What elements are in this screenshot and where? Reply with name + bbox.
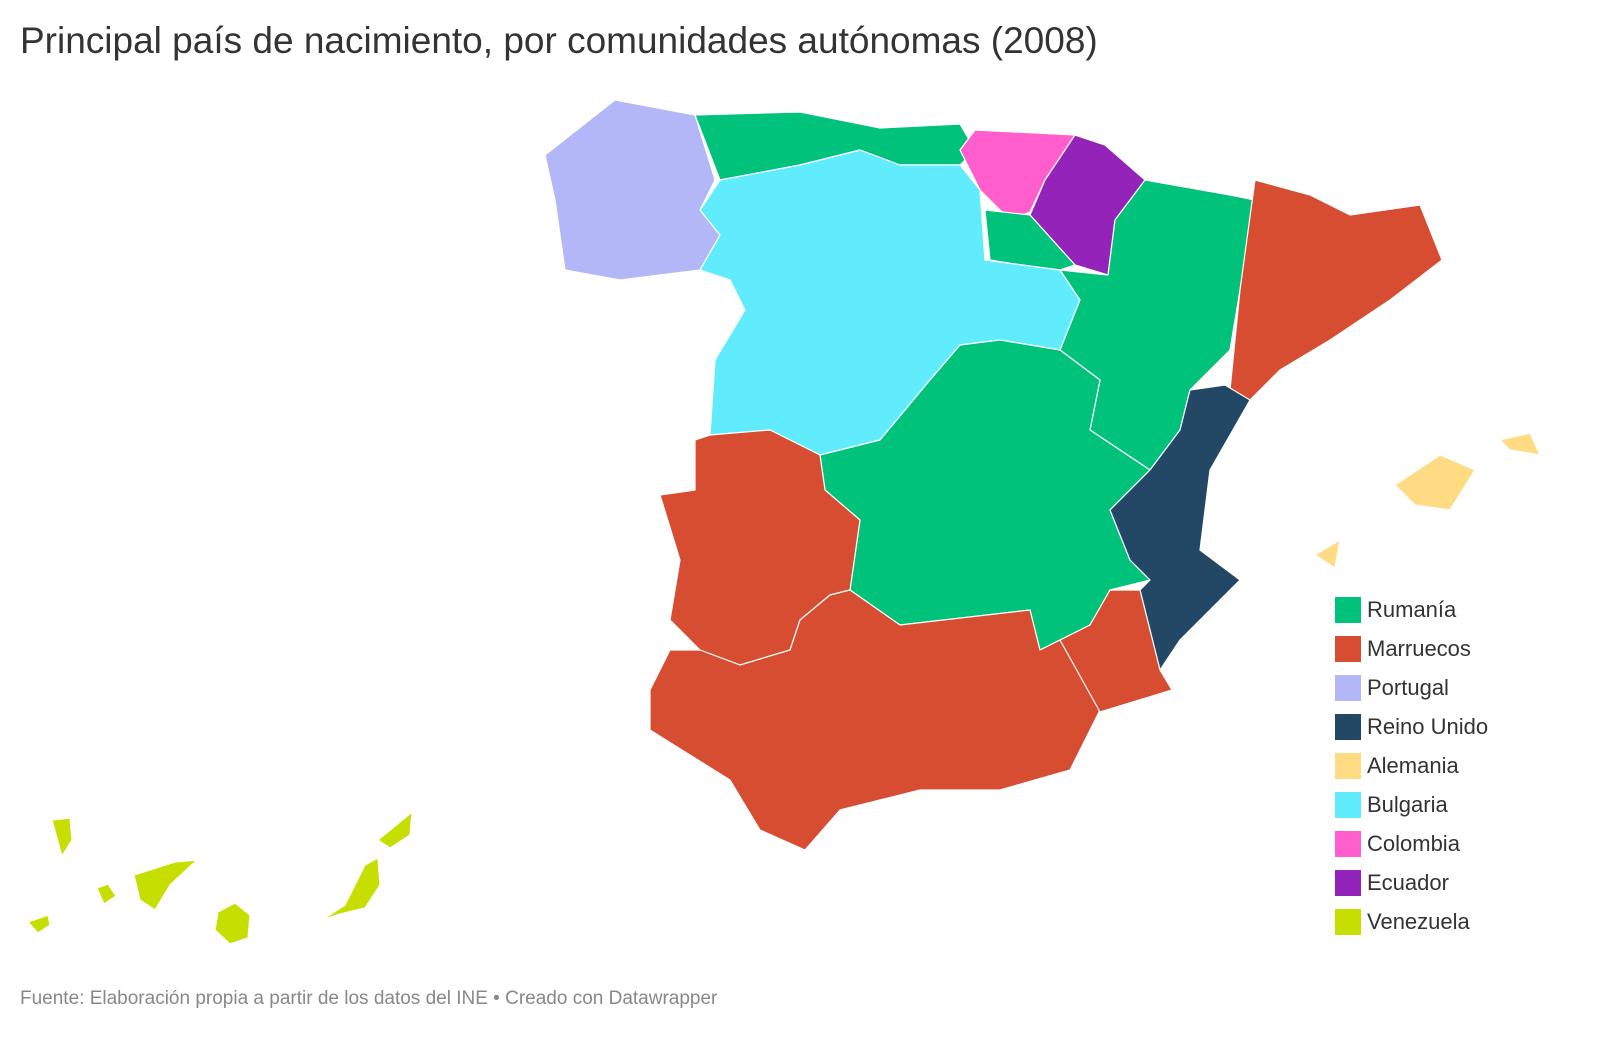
- legend-swatch: [1335, 791, 1361, 818]
- region: [377, 811, 413, 849]
- legend-item: Alemania: [1335, 746, 1488, 785]
- legend-swatch: [1335, 869, 1361, 896]
- legend-label: Colombia: [1367, 830, 1460, 856]
- legend-item: Reino Unido: [1335, 707, 1488, 746]
- legend-swatch: [1335, 674, 1361, 701]
- region: [214, 902, 251, 945]
- region: [96, 883, 117, 905]
- legend-swatch: [1335, 908, 1361, 935]
- legend-item: Portugal: [1335, 668, 1488, 707]
- legend-swatch: [1335, 635, 1361, 662]
- legend-swatch: [1335, 752, 1361, 779]
- legend-item: Ecuador: [1335, 863, 1488, 902]
- source: Fuente: Elaboración propia a partir de l…: [20, 988, 718, 1009]
- region: [1229, 179, 1443, 401]
- legend-label: Portugal: [1367, 674, 1449, 700]
- legend-item: Bulgaria: [1335, 785, 1488, 824]
- region: [1499, 432, 1541, 456]
- legend-item: Rumanía: [1335, 590, 1488, 629]
- region: [1314, 539, 1341, 569]
- legend-label: Bulgaria: [1367, 791, 1448, 817]
- legend: Rumanía Marruecos Portugal Reino Unido Alema…: [1335, 590, 1488, 941]
- legend-label: Rumanía: [1367, 596, 1457, 622]
- region: [544, 99, 721, 281]
- region: [321, 857, 381, 921]
- region: [27, 914, 51, 934]
- legend-item: Marruecos: [1335, 629, 1488, 668]
- region: [649, 589, 1101, 851]
- legend-swatch: [1335, 596, 1361, 623]
- legend-swatch: [1335, 713, 1361, 740]
- legend-item: Venezuela: [1335, 902, 1488, 941]
- legend-label: Marruecos: [1367, 635, 1471, 661]
- legend-label: Alemania: [1367, 752, 1459, 778]
- legend-label: Reino Unido: [1367, 713, 1489, 739]
- legend-item: Colombia: [1335, 824, 1488, 863]
- region: [51, 817, 73, 857]
- region: [133, 859, 198, 911]
- region: [1059, 589, 1173, 713]
- region: [1394, 454, 1476, 511]
- legend-label: Venezuela: [1367, 908, 1470, 934]
- title: Principal país de nacimiento, por comuni…: [20, 20, 1098, 61]
- legend-label: Ecuador: [1367, 869, 1449, 895]
- legend-swatch: [1335, 830, 1361, 857]
